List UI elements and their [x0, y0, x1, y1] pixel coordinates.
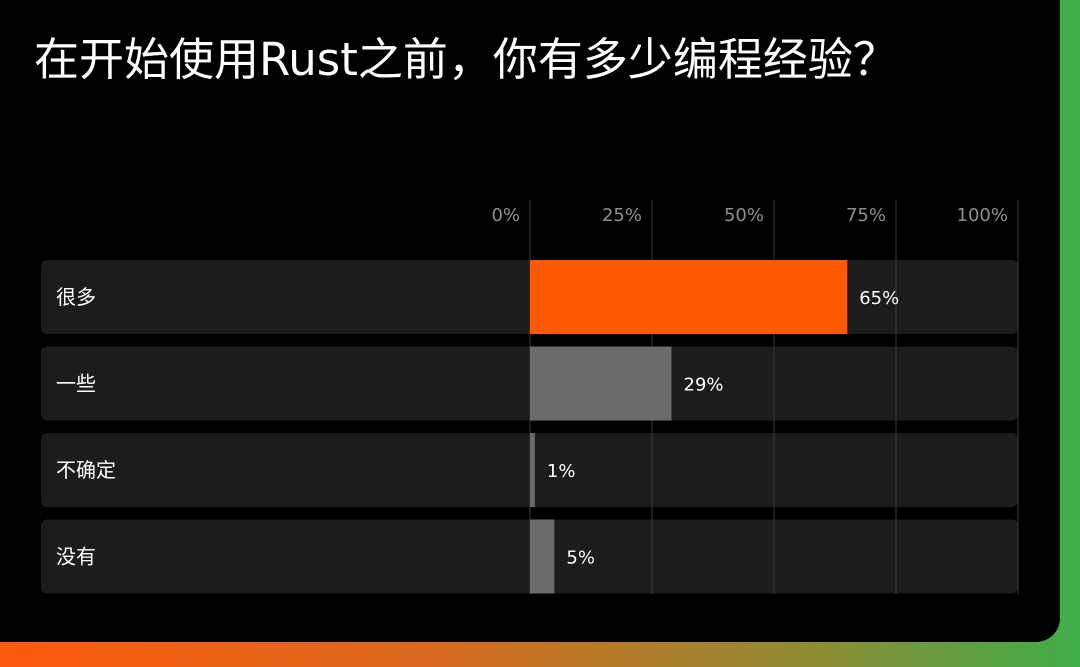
bar [530, 260, 848, 334]
x-tick-label: 50% [724, 205, 764, 226]
bar [530, 519, 555, 594]
data-label: 29% [684, 375, 724, 396]
category-label: 不确定 [56, 458, 116, 482]
data-label: 1% [547, 461, 576, 482]
bar [530, 433, 535, 507]
x-tick-label: 75% [846, 205, 886, 226]
x-tick-label: 25% [602, 205, 642, 226]
x-tick-label: 100% [957, 205, 1008, 226]
x-tick-label: 0% [491, 205, 520, 226]
bar-chart-svg: 0% 25% 50% 75% 100% 很多 65% 一些 29% 不确定 1% 没有 5% [41, 200, 1019, 594]
category-label: 没有 [56, 545, 96, 569]
category-label: 很多 [56, 285, 96, 309]
chart-card: 在开始使用Rust之前，你有多少编程经验？ 0% 25% 50% 75% 100% 很多 6… [0, 0, 1060, 642]
data-label: 5% [566, 548, 595, 569]
bar-chart: 0% 25% 50% 75% 100% 很多 65% 一些 29% 不确定 1% 没有 5% [41, 200, 1019, 594]
chart-title: 在开始使用Rust之前，你有多少编程经验？ [34, 33, 898, 86]
category-label: 一些 [56, 372, 96, 396]
data-label: 65% [859, 288, 899, 309]
bar [530, 346, 672, 421]
